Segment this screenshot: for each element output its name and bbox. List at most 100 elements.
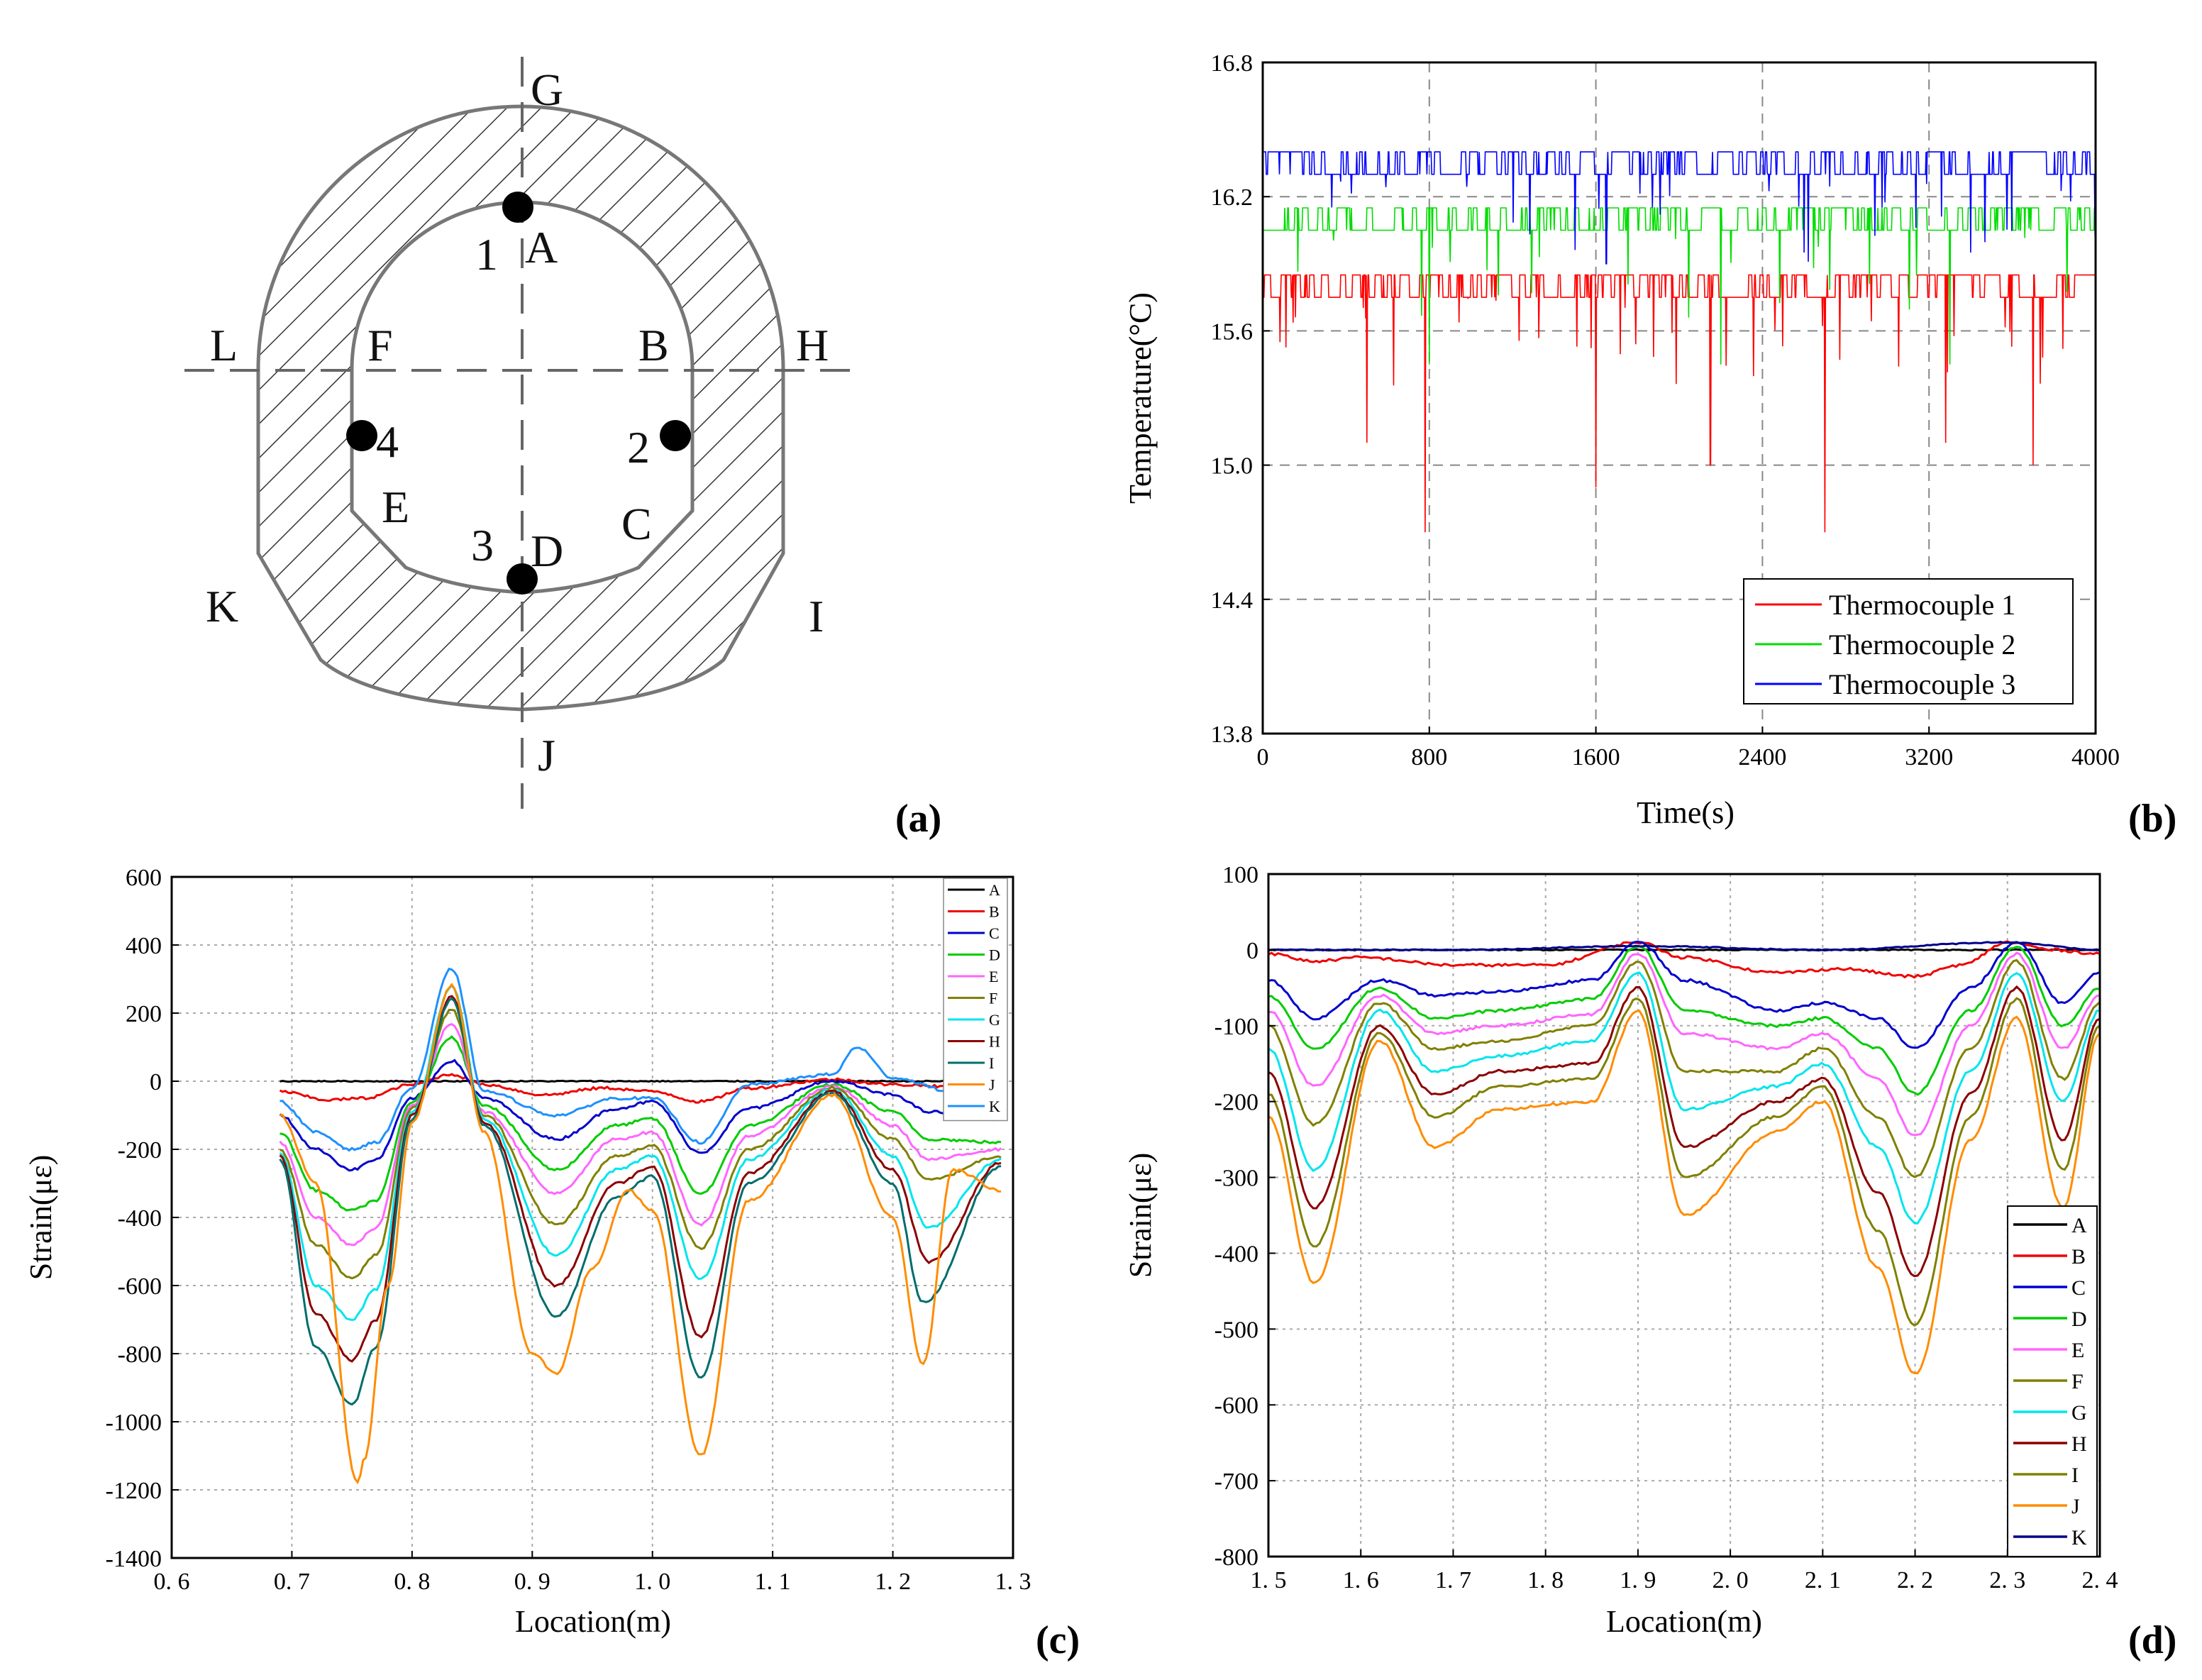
series-line-h — [279, 995, 1002, 1363]
series-line-f — [1268, 958, 2100, 1178]
y-tick-label: -100 — [1215, 1014, 1258, 1040]
x-tick-label: 0. 8 — [394, 1569, 430, 1595]
sensor-3-marker — [507, 563, 538, 595]
x-axis-label: Time(s) — [1637, 795, 1735, 830]
y-tick-label: 200 — [126, 1001, 162, 1027]
schematic-panel: G A 1 L F B H 4 E 2 C 3 D K I J — [184, 57, 865, 809]
series-line-i — [1268, 997, 2100, 1327]
legend-label-i: I — [989, 1054, 994, 1072]
legend-label-g: G — [989, 1011, 1000, 1029]
strain-chart-c: 0. 6 0. 7 0. 8 0. 9 1. 0 1. 1 1. 2 1. 3 -1400 -12… — [23, 865, 1031, 1639]
legend-label-thermocouple-1: Thermocouple 1 — [1829, 589, 2015, 621]
y-tick-label: -800 — [1215, 1544, 1258, 1571]
strain-chart-d: 1. 5 1. 6 1. 7 1. 8 1. 9 2. 0 2. 1 2. 2 2. 3 2. 4… — [1123, 862, 2118, 1639]
x-tick-label: 1. 8 — [1527, 1567, 1564, 1593]
legend-label-b: B — [989, 903, 1000, 921]
legend-label-k: K — [2071, 1526, 2087, 1549]
x-tick-label: 2400 — [1738, 744, 1786, 770]
legend-label-a: A — [2071, 1214, 2087, 1237]
legend-label-b: B — [2071, 1245, 2086, 1269]
series-line-g — [279, 983, 1002, 1322]
label-g: G — [531, 65, 563, 115]
x-tick-label: 0 — [1257, 744, 1269, 770]
y-tick-label: -1000 — [106, 1410, 162, 1436]
x-tick-label: 1. 0 — [634, 1569, 670, 1595]
legend-label-k: K — [989, 1098, 1000, 1115]
series-line-b — [279, 1073, 1002, 1104]
series-line-thermocouple-2 — [1263, 207, 2096, 365]
panel-label-c: (c) — [1036, 1618, 1080, 1662]
legend-label-thermocouple-2: Thermocouple 2 — [1829, 629, 2015, 661]
x-tick-label: 2. 3 — [1989, 1567, 2025, 1593]
label-1: 1 — [475, 229, 498, 280]
y-tick-label: -200 — [1215, 1090, 1258, 1116]
y-tick-label: 15.0 — [1211, 453, 1254, 480]
series-line-j — [280, 983, 1002, 1485]
x-tick-label: 1. 7 — [1435, 1567, 1471, 1593]
legend-label-a: A — [989, 881, 1000, 899]
y-tick-label: -400 — [1215, 1241, 1258, 1267]
legend-label-f: F — [989, 990, 997, 1007]
y-axis-label: Temperature(°C) — [1123, 292, 1158, 504]
y-tick-label: -600 — [118, 1273, 162, 1300]
y-tick-label: -300 — [1215, 1166, 1258, 1192]
y-tick-label: -600 — [1215, 1393, 1258, 1419]
x-axis-label: Location(m) — [515, 1604, 671, 1639]
series-line-c — [279, 1059, 1002, 1172]
x-tick-label: 1. 2 — [875, 1569, 911, 1595]
label-c: C — [621, 499, 652, 549]
legend-label-d: D — [2071, 1308, 2087, 1331]
plot-area — [1263, 151, 2096, 533]
x-tick-label: 800 — [1411, 744, 1447, 770]
y-tick-label: -800 — [118, 1342, 162, 1368]
legend-label-e: E — [989, 968, 998, 985]
legend-label-g: G — [2071, 1401, 2087, 1425]
y-tick-label: 15.6 — [1211, 319, 1254, 345]
legend-label-f: F — [2071, 1370, 2084, 1393]
y-tick-label: -700 — [1215, 1469, 1258, 1495]
sensor-1-marker — [502, 192, 533, 223]
x-tick-label: 0. 9 — [514, 1569, 550, 1595]
x-tick-label: 3200 — [1905, 744, 1953, 770]
series-line-a — [280, 1079, 1002, 1083]
y-tick-label: 0 — [1246, 938, 1258, 964]
series-line-f — [280, 1009, 1002, 1280]
x-tick-label: 1600 — [1572, 744, 1620, 770]
legend-label-j: J — [989, 1076, 995, 1094]
series-line-e — [1268, 951, 2100, 1137]
y-tick-label: 14.4 — [1211, 587, 1254, 614]
label-h: H — [796, 320, 829, 370]
label-2: 2 — [627, 422, 650, 472]
series-line-d — [1268, 945, 2100, 1096]
series-line-c — [1268, 940, 2100, 1049]
y-axis-label: Strain(με) — [23, 1155, 58, 1280]
plot-area — [279, 967, 1002, 1485]
series-line-thermocouple-1 — [1263, 274, 2096, 533]
series-line-h — [1268, 985, 2100, 1278]
label-i: I — [809, 591, 824, 641]
y-tick-label: 16.8 — [1211, 50, 1254, 77]
x-tick-label: 1. 6 — [1343, 1567, 1379, 1593]
y-tick-label: -1200 — [106, 1478, 162, 1504]
legend-label-i: I — [2071, 1464, 2079, 1487]
series-line-thermocouple-3 — [1263, 151, 2096, 265]
label-3: 3 — [471, 520, 494, 570]
label-d: D — [531, 526, 563, 576]
series-line-k — [1268, 941, 2100, 952]
label-k: K — [206, 581, 238, 631]
x-tick-label: 4000 — [2071, 744, 2120, 770]
x-tick-label: 2. 0 — [1713, 1567, 1749, 1593]
series-line-e — [279, 1022, 1002, 1247]
x-tick-label: 2. 1 — [1805, 1567, 1841, 1593]
label-l: L — [210, 320, 238, 370]
y-tick-label: 600 — [126, 865, 162, 891]
x-axis-label: Location(m) — [1606, 1604, 1762, 1639]
label-f: F — [367, 320, 393, 370]
plot-frame — [1261, 61, 2097, 735]
y-tick-label: -200 — [118, 1137, 162, 1164]
series-line-k — [280, 967, 1002, 1152]
x-tick-label: 1. 5 — [1251, 1567, 1287, 1593]
legend-label-c: C — [989, 924, 1000, 942]
series-line-j — [1268, 1010, 2100, 1375]
